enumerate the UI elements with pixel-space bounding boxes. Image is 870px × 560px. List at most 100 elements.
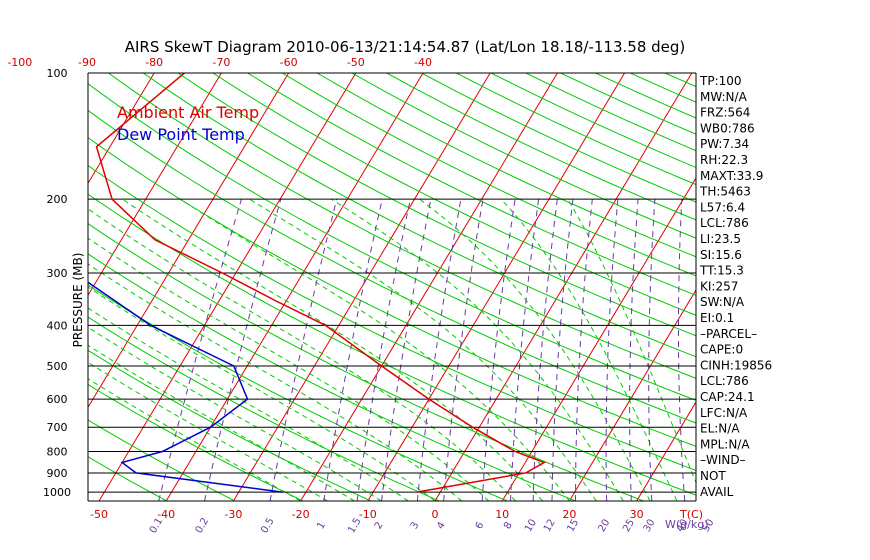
stability-index-item: TT:15.3 xyxy=(699,264,744,278)
mixing-ratio-unit-label: W(g/kg) xyxy=(665,518,709,531)
dry-adiabat-line xyxy=(804,73,870,501)
mixing-ratio-tick-label: 12 xyxy=(542,517,558,534)
dry-adiabat-line xyxy=(88,164,696,471)
dry-adiabat-line xyxy=(88,109,696,424)
top-temp-tick-label: -50 xyxy=(347,56,365,69)
isotherm-line xyxy=(568,289,696,501)
isotherm-line xyxy=(636,401,696,501)
legend-entry: Dew Point Temp xyxy=(117,125,245,144)
x-axis-unit-label: T(C) xyxy=(679,508,703,521)
stability-index-item: MPL:N/A xyxy=(700,437,750,451)
mixing-ratio-tick-label: 1 xyxy=(315,520,328,531)
dry-adiabat-line xyxy=(88,136,696,447)
isotherm-line xyxy=(0,73,20,501)
stability-index-item: CAPE:0 xyxy=(700,343,743,357)
moist-adiabat-line xyxy=(249,198,597,501)
mixing-ratio-tick-label: 0.5 xyxy=(259,516,276,535)
stability-index-item: EI:0.1 xyxy=(700,311,734,325)
bottom-temp-tick-label: -20 xyxy=(292,508,310,521)
top-temp-tick-label: -90 xyxy=(78,56,96,69)
stability-index-item: CAP:24.1 xyxy=(700,390,755,404)
stability-index-item: NOT xyxy=(700,469,726,483)
mixing-ratio-line xyxy=(648,199,656,501)
stability-index-item: –WIND– xyxy=(700,453,746,467)
legend: Ambient Air Temp Dew Point Temp xyxy=(117,103,259,144)
stability-index-item: WB0:786 xyxy=(700,121,755,135)
dry-adiabat-line xyxy=(88,253,576,501)
sounding-series xyxy=(88,73,546,493)
mixing-ratio-line xyxy=(481,199,516,501)
moist-adiabat-line xyxy=(88,237,490,501)
pressure-tick-label: 900 xyxy=(47,467,68,480)
moist-adiabat-line xyxy=(88,307,409,501)
dry-adiabat-line xyxy=(88,419,236,501)
top-temp-tick-label: -100 xyxy=(7,56,32,69)
stability-index-item: RH:22.3 xyxy=(700,153,748,167)
mixing-ratio-tick-label: 4 xyxy=(435,520,448,531)
isotherm-line xyxy=(300,73,558,501)
ambient-air-temp-line xyxy=(95,73,546,493)
dew-point-temp-line xyxy=(88,281,283,493)
dry-adiabat-line xyxy=(88,316,440,501)
pressure-tick-label: 800 xyxy=(47,446,68,459)
mixing-ratio-line xyxy=(605,199,619,501)
moist-adiabat-line xyxy=(88,378,301,501)
moist-adiabat-line xyxy=(331,198,624,501)
bottom-temp-tick-label: -10 xyxy=(359,508,377,521)
mixing-ratio-line xyxy=(443,199,484,501)
stability-index-item: LI:23.5 xyxy=(700,232,741,246)
dry-adiabat-line xyxy=(212,73,696,316)
stability-index-item: TH:5463 xyxy=(699,185,751,199)
dry-adiabat-line xyxy=(629,73,696,103)
dry-adiabat-line xyxy=(769,73,870,501)
mixing-ratio-line xyxy=(269,199,338,501)
mixing-ratio-tick-label: 3 xyxy=(409,520,422,531)
mixing-ratio-line xyxy=(416,199,462,501)
mixing-ratio-line xyxy=(532,199,558,501)
stability-index-item: PW:7.34 xyxy=(700,137,749,151)
dry-adiabat-line xyxy=(88,284,508,501)
mixing-ratio-line xyxy=(381,199,432,501)
chart-title: AIRS SkewT Diagram 2010-06-13/21:14:54.8… xyxy=(125,38,686,56)
pressure-tick-label: 500 xyxy=(47,360,68,373)
bottom-temp-tick-label: 20 xyxy=(562,508,576,521)
top-temp-tick-label: -60 xyxy=(280,56,298,69)
moist-adiabat-line xyxy=(88,344,355,501)
isotherm-line xyxy=(88,73,155,185)
dry-adiabat-line xyxy=(88,223,644,501)
stability-index-item: MAXT:33.9 xyxy=(700,169,763,183)
moist-adiabat-line xyxy=(88,361,328,501)
moist-adiabat-line xyxy=(419,198,651,501)
bottom-temp-tick-label: 0 xyxy=(432,508,439,521)
bottom-temp-tick-label: -40 xyxy=(157,508,175,521)
plot-frame xyxy=(87,72,697,502)
stability-index-item: MW:N/A xyxy=(700,90,748,104)
dry-adiabat-line xyxy=(88,383,304,501)
isotherm-line xyxy=(838,73,870,501)
bottom-temp-tick-label: -30 xyxy=(224,508,242,521)
mixing-ratio-tick-label: 10 xyxy=(523,517,539,534)
stability-index-item: CINH:19856 xyxy=(700,358,772,372)
isotherm-line xyxy=(88,73,222,297)
stability-index-item: SI:15.6 xyxy=(700,248,742,262)
bottom-temperature-tick-labels: -50 -40 -30 -20 -10 0 10 20 30 xyxy=(90,508,644,521)
dry-adiabat-line xyxy=(386,73,696,221)
dry-adiabat-line xyxy=(247,73,696,296)
stability-index-item: FRZ:564 xyxy=(700,106,750,120)
mixing-ratio-tick-label: 2 xyxy=(373,520,386,531)
dry-adiabat-line xyxy=(177,73,696,337)
mixing-ratio-line xyxy=(575,199,593,501)
stability-index-item: EL:N/A xyxy=(700,422,740,436)
y-axis-label: PRESSURE (MB) xyxy=(71,253,85,348)
stability-index-item: LFC:N/A xyxy=(700,406,748,420)
mixing-ratio-tick-label: 20 xyxy=(596,517,612,534)
moist-adiabat-line xyxy=(500,198,678,501)
adiabat-lines xyxy=(88,73,870,501)
pressure-tick-label: 300 xyxy=(47,267,68,280)
mixing-ratio-tick-label: 0.2 xyxy=(194,516,211,535)
stability-index-item: SW:N/A xyxy=(700,295,745,309)
pressure-tick-label: 1000 xyxy=(43,486,71,499)
moist-adiabat-line xyxy=(88,263,463,501)
dry-adiabat-line xyxy=(282,73,696,277)
